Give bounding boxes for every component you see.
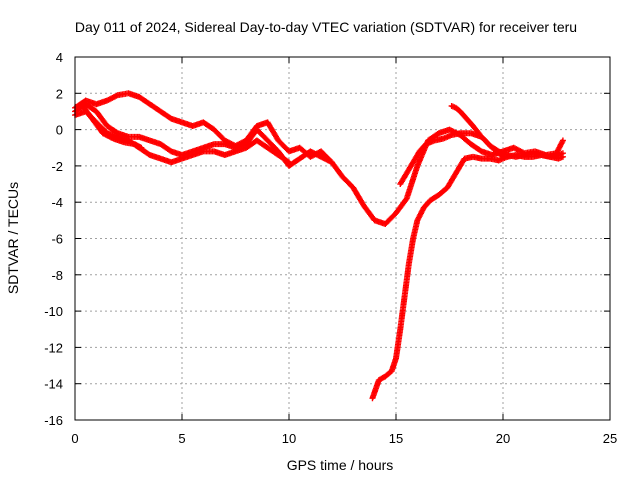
series-track-e xyxy=(369,152,566,402)
x-tick-label: 15 xyxy=(389,431,403,446)
y-axis-label: SDTVAR / TECUs xyxy=(5,182,21,294)
y-tick-label: 2 xyxy=(56,86,63,101)
data-point xyxy=(559,150,566,157)
data-point xyxy=(284,158,291,165)
data-point xyxy=(286,159,292,166)
x-tick-label: 20 xyxy=(496,431,510,446)
chart-title: Day 011 of 2024, Sidereal Day-to-day VTE… xyxy=(75,19,577,35)
series-track-d xyxy=(78,101,145,151)
y-tick-label: -2 xyxy=(51,159,63,174)
grid-lines xyxy=(75,57,610,420)
x-tick-label: 10 xyxy=(282,431,296,446)
data-point xyxy=(137,144,144,151)
y-tick-label: -8 xyxy=(51,268,63,283)
y-tick-label: -14 xyxy=(44,377,63,392)
y-tick-label: -16 xyxy=(44,413,63,428)
y-tick-label: 4 xyxy=(56,50,63,65)
x-tick-label: 5 xyxy=(178,431,185,446)
data-point xyxy=(328,159,335,166)
y-tick-label: -6 xyxy=(51,232,63,247)
x-axis-label: GPS time / hours xyxy=(287,457,394,473)
data-points xyxy=(72,90,566,402)
series-track-g xyxy=(448,103,566,160)
series-track-f xyxy=(397,130,506,188)
y-tick-label: -10 xyxy=(44,304,63,319)
data-point xyxy=(559,137,566,144)
data-point xyxy=(138,144,145,151)
x-tick-label: 25 xyxy=(603,431,617,446)
y-tick-label: -12 xyxy=(44,340,63,355)
y-tick-label: -4 xyxy=(51,195,63,210)
y-tick-label: 0 xyxy=(56,123,63,138)
plot-frame xyxy=(74,56,611,421)
x-tick-label: 0 xyxy=(71,431,78,446)
